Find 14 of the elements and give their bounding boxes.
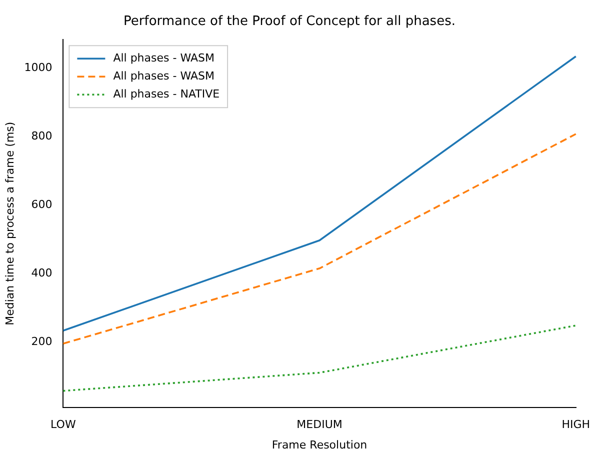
y-tick-label: 200 — [31, 334, 52, 348]
x-tick-label: MEDIUM — [296, 418, 342, 432]
legend-label: All phases - WASM — [113, 69, 214, 82]
y-axis-title: Median time to process a frame (ms) — [3, 122, 16, 326]
y-tick-label: 1000 — [24, 61, 52, 74]
legend-label: All phases - WASM — [113, 51, 214, 64]
y-tick-label: 600 — [31, 198, 52, 211]
x-tick-label: HIGH — [562, 418, 590, 432]
legend-label: All phases - NATIVE — [113, 87, 220, 100]
x-axis-title: Frame Resolution — [272, 438, 368, 452]
y-tick-label: 800 — [31, 130, 52, 143]
y-tick-label: 400 — [31, 266, 52, 280]
chart-title: Performance of the Proof of Concept for all phases. — [124, 14, 456, 30]
x-tick-label: LOW — [50, 418, 76, 432]
